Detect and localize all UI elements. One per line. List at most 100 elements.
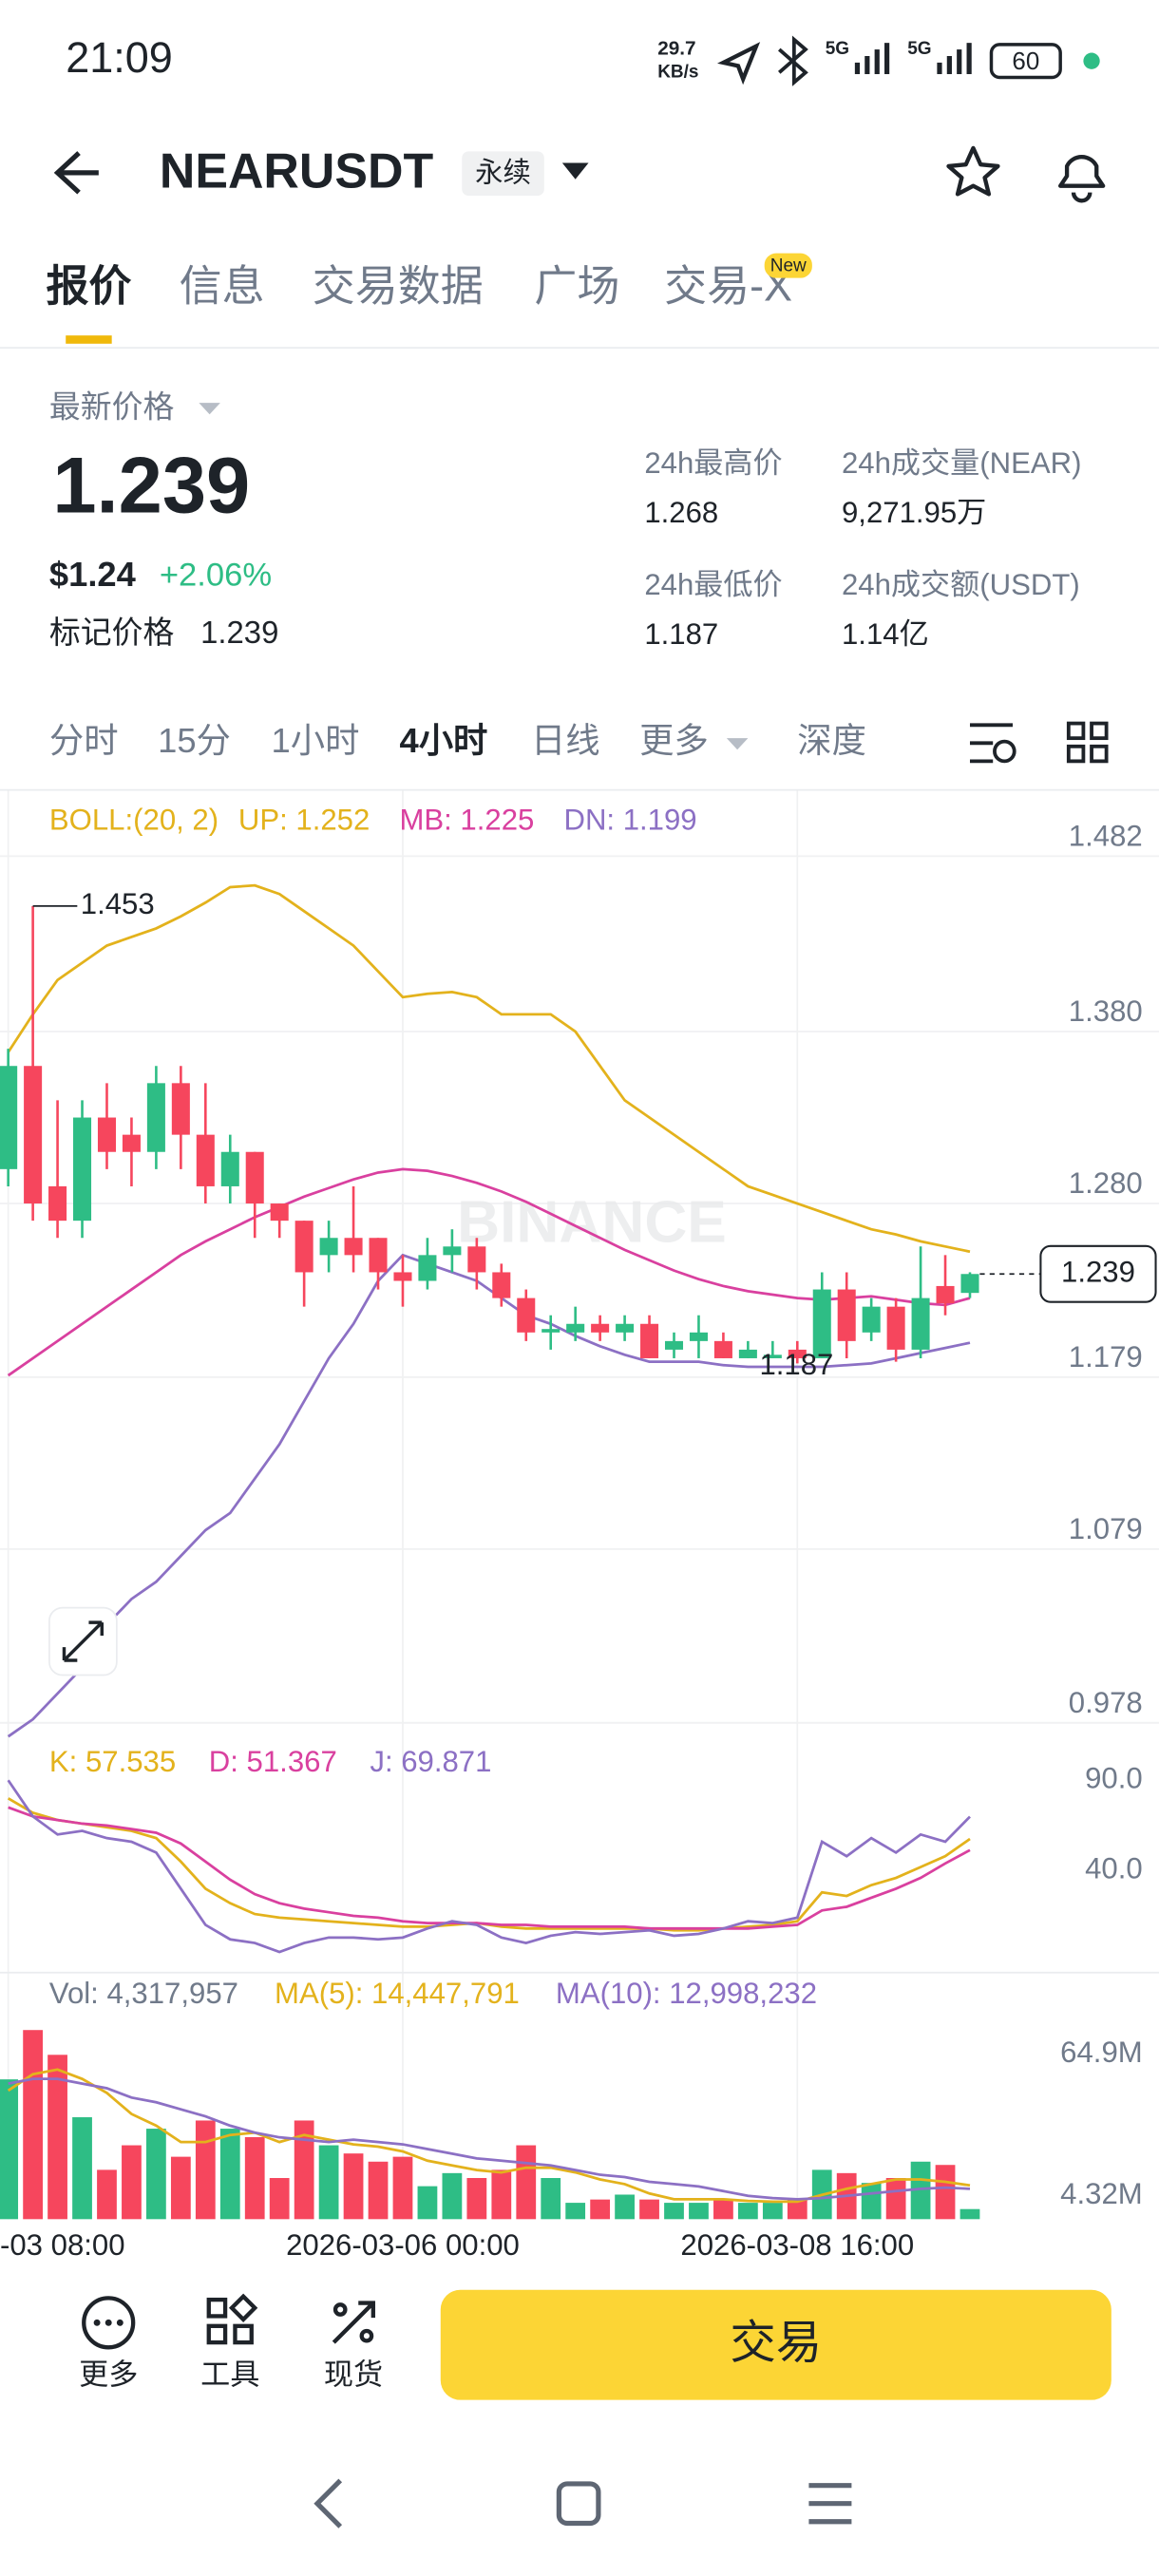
candle-body — [24, 1066, 43, 1204]
nav-menu[interactable] — [808, 2483, 852, 2525]
indicator-settings[interactable] — [969, 723, 1016, 764]
signal-1 — [854, 43, 890, 75]
x-tick-label: -03 08:00 — [0, 2228, 125, 2262]
net-speed: 29.7 — [657, 38, 695, 60]
interval[interactable]: 更多 — [639, 721, 709, 760]
nav-back[interactable] — [314, 2478, 343, 2529]
interval[interactable]: 4小时 — [400, 721, 488, 760]
legend-title: Vol: 4,317,957 — [49, 1977, 238, 2010]
interval[interactable]: 15分 — [158, 721, 231, 760]
legend-item: MA(5): 14,447,791 — [275, 1977, 520, 2010]
trade-button[interactable] — [440, 2289, 1112, 2400]
symbol-dropdown[interactable] — [561, 162, 589, 180]
volume-bar — [23, 2030, 43, 2220]
candle-body — [640, 1323, 659, 1358]
net-label: 5G — [907, 39, 931, 59]
signal-2 — [937, 43, 972, 75]
status-dot — [1083, 52, 1100, 69]
interval[interactable]: 分时 — [49, 721, 119, 760]
volume-bar — [343, 2153, 364, 2220]
candle-body — [196, 1134, 215, 1186]
location-icon — [717, 42, 761, 85]
bottom-item[interactable]: 现货 — [324, 2358, 383, 2392]
candle-body — [738, 1349, 757, 1358]
candle-body — [146, 1083, 165, 1152]
back-button[interactable] — [53, 151, 99, 195]
more-dropdown[interactable] — [726, 738, 749, 750]
bottom-bar: 更多 工具 现货 — [79, 2358, 383, 2392]
volume-bar — [122, 2145, 142, 2220]
volume-bar — [48, 2055, 67, 2220]
tab[interactable]: 报价 — [46, 262, 131, 311]
volume-bar — [689, 2203, 709, 2220]
last-price: 1.239 — [52, 442, 250, 530]
alert-button[interactable] — [1058, 155, 1106, 203]
volume-bar — [762, 2203, 783, 2220]
stat-label: 24h成交量(NEAR) — [842, 446, 1082, 480]
chart: 1.482 1.380 1.280 1.179 1.079 0.978 BINANCE BOL… — [0, 790, 1159, 2262]
volume-bar — [935, 2165, 956, 2220]
tab-indicator — [66, 335, 112, 344]
tab[interactable]: 信息 — [180, 262, 265, 311]
layout-button[interactable] — [1066, 721, 1109, 764]
battery-level: 60 — [1012, 48, 1039, 75]
volume-bar — [491, 2169, 512, 2220]
stat-label: 24h最低价 — [644, 568, 782, 601]
status-time: 21:09 — [66, 33, 173, 82]
net-label: 5G — [826, 39, 849, 59]
interval[interactable]: 深度 — [797, 721, 866, 760]
favorite-button[interactable] — [946, 145, 1000, 197]
candle-body — [664, 1340, 684, 1350]
volume-bar — [72, 2117, 92, 2220]
candle-body — [393, 1272, 412, 1281]
candle-body — [443, 1246, 462, 1256]
candle-body — [48, 1185, 67, 1222]
candle-body — [517, 1297, 536, 1333]
nav-home[interactable] — [556, 2481, 601, 2527]
candle-body — [73, 1117, 92, 1222]
stat-value: 1.187 — [644, 617, 718, 651]
badge — [764, 253, 812, 278]
more-dots — [93, 2319, 124, 2326]
volume-bar — [590, 2199, 611, 2220]
candle-body — [960, 1274, 979, 1294]
indicator-line — [7, 883, 971, 1254]
volume-bar — [195, 2120, 216, 2220]
volume-bar — [0, 2079, 19, 2220]
candle-body — [812, 1289, 831, 1358]
indicator-line — [7, 1167, 971, 1377]
interval[interactable]: 1小时 — [272, 721, 360, 760]
stat-value: 9,271.95万 — [842, 496, 986, 529]
battery — [989, 43, 1062, 80]
y-tick-label: 1.380 — [1069, 994, 1143, 1028]
volume-bar — [244, 2136, 265, 2220]
indicator-line — [8, 2077, 971, 2201]
last-price-box — [1039, 1244, 1157, 1303]
volume-bar — [466, 2178, 487, 2220]
bottom-item[interactable]: 工具 — [200, 2358, 259, 2392]
spot-icon[interactable] — [332, 2301, 375, 2344]
candle-body — [911, 1297, 930, 1350]
bottom-item[interactable]: 更多 — [79, 2358, 138, 2392]
tools-icon[interactable] — [206, 2293, 258, 2345]
volume-bar — [861, 2183, 882, 2220]
stat-value: 1.14亿 — [842, 617, 929, 651]
price-label: 最新价格 — [49, 389, 175, 425]
trade-button-label: 交易 — [730, 2317, 822, 2368]
volume-bar — [269, 2178, 290, 2220]
tab[interactable]: 交易数据 — [313, 262, 484, 311]
interval[interactable]: 日线 — [531, 721, 600, 760]
legend-item: MA(10): 12,998,232 — [556, 1977, 817, 2010]
tab[interactable]: 广场 — [534, 262, 619, 311]
bluetooth-icon — [778, 35, 808, 86]
volume-bar — [664, 2203, 684, 2220]
price-dropdown[interactable] — [199, 403, 220, 415]
volume-bar — [294, 2120, 314, 2220]
volume-bar — [417, 2186, 438, 2220]
more-icon[interactable] — [82, 2296, 136, 2350]
candle-body — [936, 1285, 955, 1304]
stats: 24h最高价 1.268 24h成交量(NEAR) 9,271.95万 24h最低价 1.… — [644, 446, 1081, 651]
volume-bar — [737, 2203, 758, 2220]
